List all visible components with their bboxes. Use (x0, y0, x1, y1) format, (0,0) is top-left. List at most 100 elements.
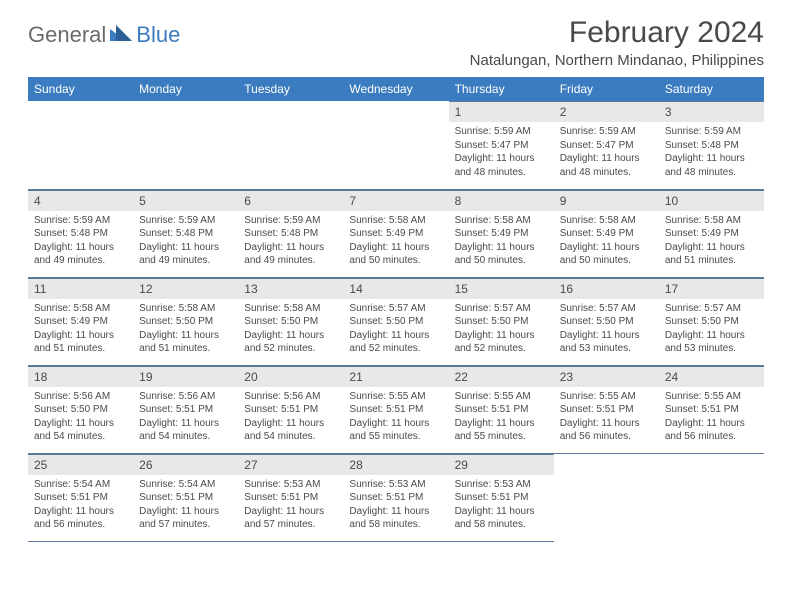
day-info: Sunrise: 5:54 AMSunset: 5:51 PMDaylight:… (28, 475, 133, 536)
calendar-page: General Blue February 2024 Natalungan, N… (0, 0, 792, 562)
brand-part2: Blue (136, 22, 180, 48)
day-info: Sunrise: 5:58 AMSunset: 5:50 PMDaylight:… (238, 299, 343, 360)
sunset-line: Sunset: 5:49 PM (34, 315, 127, 329)
sunrise-line: Sunrise: 5:58 AM (349, 214, 442, 228)
sunrise-line: Sunrise: 5:55 AM (560, 390, 653, 404)
sunrise-line: Sunrise: 5:58 AM (139, 302, 232, 316)
sunrise-line: Sunrise: 5:57 AM (455, 302, 548, 316)
calendar-cell: 6 Sunrise: 5:59 AMSunset: 5:48 PMDaylight… (238, 189, 343, 277)
day-number: 18 (28, 366, 133, 387)
sunset-line: Sunset: 5:51 PM (34, 491, 127, 505)
daylight-line: Daylight: 11 hours and 56 minutes. (34, 505, 127, 532)
calendar-cell: 5Sunrise: 5:59 AMSunset: 5:48 PMDaylight… (133, 189, 238, 277)
sunset-line: Sunset: 5:51 PM (139, 491, 232, 505)
sunrise-line: Sunrise: 5:57 AM (665, 302, 758, 316)
daylight-line: Daylight: 11 hours and 49 minutes. (244, 241, 337, 268)
sunset-line: Sunset: 5:50 PM (244, 315, 337, 329)
weekday-header: Friday (554, 77, 659, 101)
day-info: Sunrise: 5:57 AMSunset: 5:50 PMDaylight:… (343, 299, 448, 360)
weekday-header: Wednesday (343, 77, 448, 101)
sunset-line: Sunset: 5:51 PM (560, 403, 653, 417)
calendar-cell: 26Sunrise: 5:54 AMSunset: 5:51 PMDayligh… (133, 453, 238, 541)
day-info: Sunrise: 5:58 AMSunset: 5:49 PMDaylight:… (343, 211, 448, 272)
day-number: 23 (554, 366, 659, 387)
calendar-cell: 10Sunrise: 5:58 AMSunset: 5:49 PMDayligh… (659, 189, 764, 277)
sunset-line: Sunset: 5:48 PM (139, 227, 232, 241)
day-info: Sunrise: 5:59 AMSunset: 5:48 PMDaylight:… (133, 211, 238, 272)
sunrise-line: Sunrise: 5:59 AM (244, 214, 337, 228)
day-info: Sunrise: 5:55 AMSunset: 5:51 PMDaylight:… (554, 387, 659, 448)
sunset-line: Sunset: 5:48 PM (34, 227, 127, 241)
month-title: February 2024 (470, 16, 764, 50)
weekday-header: Tuesday (238, 77, 343, 101)
calendar-cell-empty (133, 101, 238, 189)
calendar-cell: 18Sunrise: 5:56 AMSunset: 5:50 PMDayligh… (28, 365, 133, 453)
daylight-line: Daylight: 11 hours and 55 minutes. (349, 417, 442, 444)
sunset-line: Sunset: 5:51 PM (455, 403, 548, 417)
sunrise-line: Sunrise: 5:58 AM (244, 302, 337, 316)
calendar-cell: 28Sunrise: 5:53 AMSunset: 5:51 PMDayligh… (343, 453, 448, 541)
sunset-line: Sunset: 5:50 PM (665, 315, 758, 329)
day-number: 16 (554, 278, 659, 299)
day-info: Sunrise: 5:55 AMSunset: 5:51 PMDaylight:… (449, 387, 554, 448)
sunset-line: Sunset: 5:47 PM (560, 139, 653, 153)
day-number: 6 (238, 190, 343, 211)
brand-logo: General Blue (28, 16, 180, 48)
sunset-line: Sunset: 5:51 PM (455, 491, 548, 505)
sunrise-line: Sunrise: 5:56 AM (244, 390, 337, 404)
calendar-week-row: 25Sunrise: 5:54 AMSunset: 5:51 PMDayligh… (28, 453, 764, 541)
calendar-cell-empty (554, 453, 659, 541)
daylight-line: Daylight: 11 hours and 49 minutes. (34, 241, 127, 268)
calendar-cell-empty (659, 453, 764, 541)
sunset-line: Sunset: 5:47 PM (455, 139, 548, 153)
sunrise-line: Sunrise: 5:55 AM (349, 390, 442, 404)
day-number: 1 (449, 101, 554, 122)
daylight-line: Daylight: 11 hours and 51 minutes. (139, 329, 232, 356)
daylight-line: Daylight: 11 hours and 48 minutes. (665, 152, 758, 179)
day-number: 2 (554, 101, 659, 122)
day-number: 22 (449, 366, 554, 387)
day-info: Sunrise: 5:56 AMSunset: 5:51 PMDaylight:… (238, 387, 343, 448)
calendar-cell: 13Sunrise: 5:58 AMSunset: 5:50 PMDayligh… (238, 277, 343, 365)
day-number: 28 (343, 454, 448, 475)
sunrise-line: Sunrise: 5:59 AM (665, 125, 758, 139)
sunset-line: Sunset: 5:50 PM (34, 403, 127, 417)
sunrise-line: Sunrise: 5:58 AM (455, 214, 548, 228)
calendar-cell-empty (343, 101, 448, 189)
day-number: 5 (133, 190, 238, 211)
sunrise-line: Sunrise: 5:59 AM (560, 125, 653, 139)
day-info: Sunrise: 5:57 AMSunset: 5:50 PMDaylight:… (554, 299, 659, 360)
sunrise-line: Sunrise: 5:59 AM (139, 214, 232, 228)
sunrise-line: Sunrise: 5:54 AM (139, 478, 232, 492)
calendar-cell: 16Sunrise: 5:57 AMSunset: 5:50 PMDayligh… (554, 277, 659, 365)
day-number: 8 (449, 190, 554, 211)
calendar-week-row: 4Sunrise: 5:59 AMSunset: 5:48 PMDaylight… (28, 189, 764, 277)
daylight-line: Daylight: 11 hours and 54 minutes. (244, 417, 337, 444)
day-number: 25 (28, 454, 133, 475)
calendar-cell: 9Sunrise: 5:58 AMSunset: 5:49 PMDaylight… (554, 189, 659, 277)
day-info: Sunrise: 5:53 AMSunset: 5:51 PMDaylight:… (449, 475, 554, 536)
calendar-cell: 7Sunrise: 5:58 AMSunset: 5:49 PMDaylight… (343, 189, 448, 277)
day-number: 12 (133, 278, 238, 299)
day-number: 27 (238, 454, 343, 475)
sunset-line: Sunset: 5:48 PM (244, 227, 337, 241)
day-info: Sunrise: 5:54 AMSunset: 5:51 PMDaylight:… (133, 475, 238, 536)
calendar-week-row: 1Sunrise: 5:59 AMSunset: 5:47 PMDaylight… (28, 101, 764, 189)
day-info: Sunrise: 5:56 AMSunset: 5:51 PMDaylight:… (133, 387, 238, 448)
day-number: 4 (28, 190, 133, 211)
daylight-line: Daylight: 11 hours and 48 minutes. (455, 152, 548, 179)
daylight-line: Daylight: 11 hours and 52 minutes. (244, 329, 337, 356)
daylight-line: Daylight: 11 hours and 55 minutes. (455, 417, 548, 444)
weekday-header: Monday (133, 77, 238, 101)
day-info: Sunrise: 5:55 AMSunset: 5:51 PMDaylight:… (343, 387, 448, 448)
day-info: Sunrise: 5:59 AMSunset: 5:48 PMDaylight:… (28, 211, 133, 272)
day-info: Sunrise: 5:57 AMSunset: 5:50 PMDaylight:… (659, 299, 764, 360)
sunrise-line: Sunrise: 5:56 AM (139, 390, 232, 404)
sunset-line: Sunset: 5:51 PM (139, 403, 232, 417)
daylight-line: Daylight: 11 hours and 57 minutes. (244, 505, 337, 532)
day-number: 24 (659, 366, 764, 387)
daylight-line: Daylight: 11 hours and 52 minutes. (349, 329, 442, 356)
day-info: Sunrise: 5:59 AMSunset: 5:47 PMDaylight:… (449, 122, 554, 183)
calendar-cell-empty (28, 101, 133, 189)
sunset-line: Sunset: 5:51 PM (349, 491, 442, 505)
